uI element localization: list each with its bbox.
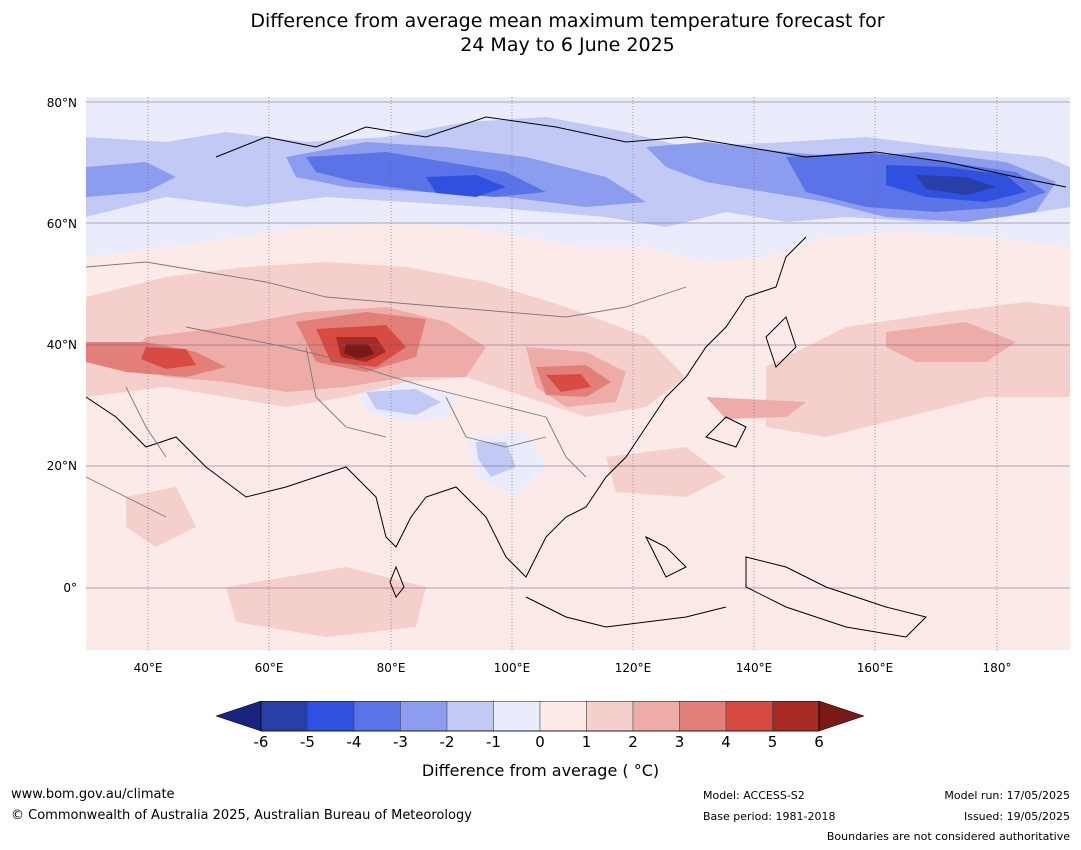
colorbar-tick-minus5: -5 [300, 733, 315, 751]
anomaly-region-warm-indian-ocean [126, 447, 726, 637]
footer-issued: Issued: 19/05/2025 [963, 810, 1070, 823]
chart-title: Difference from average mean maximum tem… [0, 9, 1081, 57]
colorbar-tick-minus3: -3 [393, 733, 408, 751]
colorbar-seg-minus4-minus3 [353, 700, 401, 732]
graticule [86, 97, 1070, 650]
footer-model: Model: ACCESS-S2 [703, 789, 805, 802]
colorbar-arrow-low [215, 700, 262, 732]
colorbar-seg-5-6 [772, 700, 820, 732]
lon-label-40e: 40°E [133, 661, 163, 675]
colorbar-seg-2-3 [632, 700, 680, 732]
anomaly-region-cool-minus6 [916, 175, 996, 195]
colorbar-seg-4-5 [725, 700, 773, 732]
colorbar-outline [260, 700, 820, 732]
colorbar-tick-4: 4 [721, 733, 731, 751]
lon-label-140e: 140°E [735, 661, 773, 675]
footer-base-period: Base period: 1981-2018 [703, 810, 836, 823]
colorbar-seg-1-2 [586, 700, 634, 732]
colorbar-seg-minus6-minus5 [260, 700, 308, 732]
colorbar-tick-0: 0 [535, 733, 545, 751]
colorbar-arrow-high [818, 700, 865, 732]
anomaly-region-warm-2 [86, 262, 1070, 437]
anomaly-region-cool-minus4 [306, 152, 1046, 212]
colorbar-seg-minus2-minus1 [446, 700, 494, 732]
colorbar-seg-3-4 [679, 700, 727, 732]
colorbar [215, 700, 866, 739]
lon-label-160e: 160°E [856, 661, 894, 675]
colorbar-tick-minus1: -1 [486, 733, 501, 751]
footer-boundaries-note: Boundaries are not considered authoritat… [826, 830, 1070, 843]
anomaly-region-cool-minus5 [426, 165, 1026, 202]
lon-label-100e: 100°E [493, 661, 531, 675]
lat-label-0: 0° [63, 581, 77, 595]
colorbar-seg-0-1 [539, 700, 587, 732]
lat-label-60n: 60°N [46, 217, 77, 231]
colorbar-tick-6: 6 [814, 733, 824, 751]
colorbar-tick-minus2: -2 [439, 733, 455, 751]
colorbar-tick-5: 5 [767, 733, 778, 751]
lat-label-20n: 20°N [46, 459, 77, 473]
colorbar-tick-2: 2 [628, 733, 638, 751]
temperature-anomaly-map[interactable] [86, 97, 1070, 650]
colorbar-tick-minus4: -4 [346, 733, 362, 751]
colorbar-tick-minus6: -6 [253, 733, 269, 751]
colorbar-tick-1: 1 [581, 733, 592, 751]
footer-model-run: Model run: 17/05/2025 [944, 789, 1070, 802]
footer-url[interactable]: www.bom.gov.au/climate [11, 787, 175, 802]
colorbar-seg-minus5-minus4 [307, 700, 355, 732]
colorbar-seg-minus1-0 [493, 700, 541, 732]
lon-label-80e: 80°E [376, 661, 406, 675]
colorbar-tick-3: 3 [674, 733, 685, 751]
footer-copyright: © Commonwealth of Australia 2025, Austra… [11, 808, 472, 823]
anomaly-region-warm-max [344, 344, 374, 359]
lon-label-60e: 60°E [254, 661, 284, 675]
colorbar-seg-minus3-minus2 [400, 700, 448, 732]
map-svg [86, 97, 1070, 650]
lat-label-40n: 40°N [46, 338, 77, 352]
colorbar-label: Difference from average ( °C) [421, 761, 660, 780]
anomaly-region-cool-tibet [366, 389, 516, 477]
lon-label-120e: 120°E [614, 661, 652, 675]
lon-label-180: 180° [982, 661, 1012, 675]
colorbar-svg [215, 700, 865, 732]
title-line-2: 24 May to 6 June 2025 [460, 34, 675, 56]
coastlines [86, 116, 1067, 638]
country-borders [86, 261, 687, 518]
lat-label-80n: 80°N [46, 96, 77, 110]
title-line-1: Difference from average mean maximum tem… [250, 10, 885, 32]
